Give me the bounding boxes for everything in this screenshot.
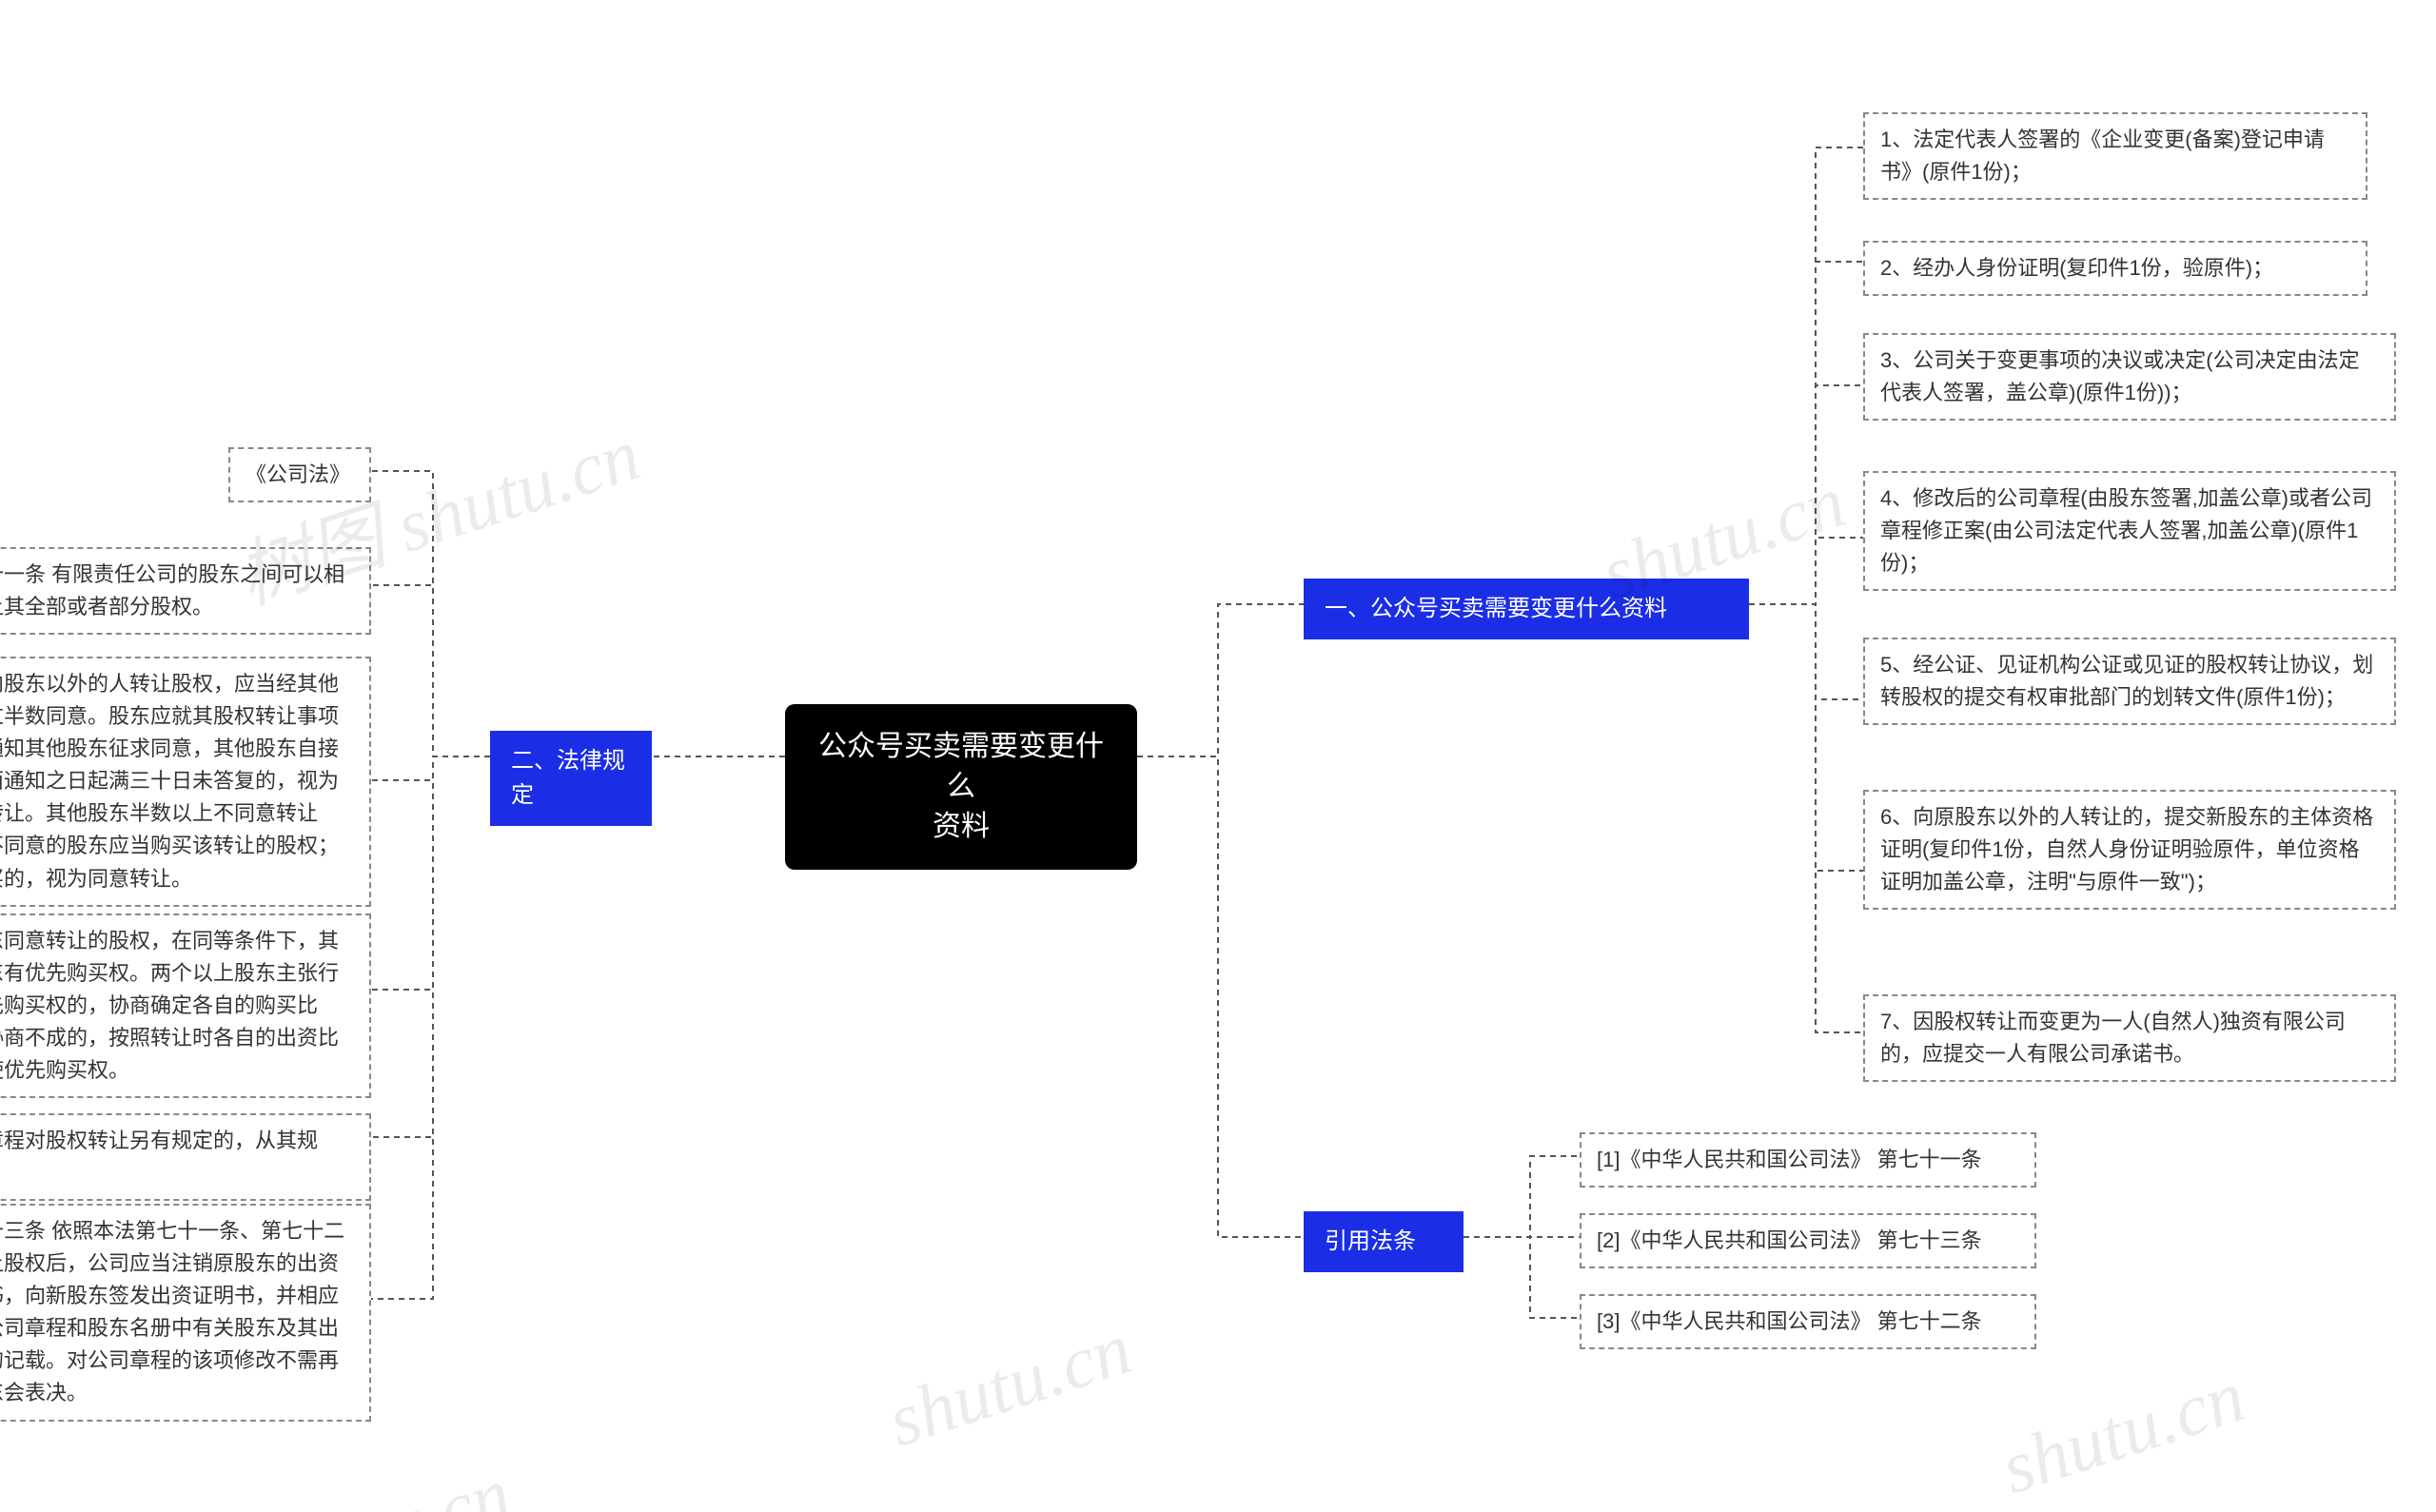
branch-a-label: 一、公众号买卖需要变更什么资料 bbox=[1325, 596, 1667, 621]
branch-c-label: 引用法条 bbox=[1325, 1228, 1416, 1254]
leaf-b6-text: 第七十三条 依照本法第七十一条、第七十二条转让股权后，公司应当注销原股东的出资证… bbox=[0, 1219, 344, 1404]
watermark: shutu.cn bbox=[878, 1306, 1142, 1464]
leaf-c3-text: [3]《中华人民共和国公司法》 第七十二条 bbox=[1597, 1309, 1982, 1333]
leaf-a4[interactable]: 4、修改后的公司章程(由股东签署,加盖公章)或者公司章程修正案(由公司法定代表人… bbox=[1863, 471, 2396, 591]
leaf-b4[interactable]: 经股东同意转让的股权，在同等条件下，其他股东有优先购买权。两个以上股东主张行使优… bbox=[0, 913, 371, 1098]
leaf-b3[interactable]: 股东向股东以外的人转让股权，应当经其他股东过半数同意。股东应就其股权转让事项书面… bbox=[0, 657, 371, 907]
leaf-b2-text: 第七十一条 有限责任公司的股东之间可以相互转让其全部或者部分股权。 bbox=[0, 562, 344, 619]
leaf-a7[interactable]: 7、因股权转让而变更为一人(自然人)独资有限公司的，应提交一人有限公司承诺书。 bbox=[1863, 994, 2396, 1082]
leaf-c1[interactable]: [1]《中华人民共和国公司法》 第七十一条 bbox=[1580, 1132, 2036, 1188]
leaf-b2[interactable]: 第七十一条 有限责任公司的股东之间可以相互转让其全部或者部分股权。 bbox=[0, 547, 371, 635]
watermark: shutu.cn bbox=[1992, 1353, 2255, 1512]
branch-c[interactable]: 引用法条 bbox=[1304, 1211, 1464, 1272]
root-line1: 公众号买卖需要变更什么 bbox=[818, 731, 1104, 802]
branch-b[interactable]: 二、法律规定 bbox=[490, 731, 652, 826]
leaf-a5-text: 5、经公证、见证机构公证或见证的股权转让协议，划转股权的提交有权审批部门的划转文… bbox=[1880, 653, 2373, 709]
leaf-b5-text: 公司章程对股权转让另有规定的，从其规定。 bbox=[0, 1129, 318, 1185]
leaf-c2-text: [2]《中华人民共和国公司法》 第七十三条 bbox=[1597, 1228, 1982, 1252]
mindmap-canvas: 公众号买卖需要变更什么 资料 一、公众号买卖需要变更什么资料 引用法条 二、法律… bbox=[0, 0, 2436, 1512]
root-node[interactable]: 公众号买卖需要变更什么 资料 bbox=[785, 704, 1137, 870]
leaf-a2-text: 2、经办人身份证明(复印件1份，验原件)； bbox=[1880, 256, 2273, 280]
leaf-b1-text: 《公司法》 bbox=[246, 462, 350, 486]
leaf-b4-text: 经股东同意转让的股权，在同等条件下，其他股东有优先购买权。两个以上股东主张行使优… bbox=[0, 929, 339, 1082]
leaf-b1[interactable]: 《公司法》 bbox=[228, 447, 371, 502]
leaf-a7-text: 7、因股权转让而变更为一人(自然人)独资有限公司的，应提交一人有限公司承诺书。 bbox=[1880, 1010, 2346, 1066]
leaf-b5[interactable]: 公司章程对股权转让另有规定的，从其规定。 bbox=[0, 1113, 371, 1201]
leaf-a6[interactable]: 6、向原股东以外的人转让的，提交新股东的主体资格证明(复印件1份，自然人身份证明… bbox=[1863, 790, 2396, 910]
leaf-a1-text: 1、法定代表人签署的《企业变更(备案)登记申请书》(原件1份)； bbox=[1880, 128, 2325, 184]
leaf-a2[interactable]: 2、经办人身份证明(复印件1份，验原件)； bbox=[1863, 241, 2367, 296]
leaf-b3-text: 股东向股东以外的人转让股权，应当经其他股东过半数同意。股东应就其股权转让事项书面… bbox=[0, 672, 339, 891]
leaf-c3[interactable]: [3]《中华人民共和国公司法》 第七十二条 bbox=[1580, 1294, 2036, 1349]
leaf-a5[interactable]: 5、经公证、见证机构公证或见证的股权转让协议，划转股权的提交有权审批部门的划转文… bbox=[1863, 638, 2396, 725]
leaf-a4-text: 4、修改后的公司章程(由股东签署,加盖公章)或者公司章程修正案(由公司法定代表人… bbox=[1880, 486, 2372, 575]
branch-b-label: 二、法律规定 bbox=[511, 748, 625, 808]
leaf-c1-text: [1]《中华人民共和国公司法》 第七十一条 bbox=[1597, 1148, 1982, 1171]
leaf-a6-text: 6、向原股东以外的人转让的，提交新股东的主体资格证明(复印件1份，自然人身份证明… bbox=[1880, 805, 2373, 893]
root-line2: 资料 bbox=[933, 811, 990, 842]
leaf-b6[interactable]: 第七十三条 依照本法第七十一条、第七十二条转让股权后，公司应当注销原股东的出资证… bbox=[0, 1204, 371, 1422]
leaf-a3-text: 3、公司关于变更事项的决议或决定(公司决定由法定代表人签署，盖公章)(原件1份)… bbox=[1880, 348, 2360, 404]
leaf-c2[interactable]: [2]《中华人民共和国公司法》 第七十三条 bbox=[1580, 1213, 2036, 1268]
leaf-a3[interactable]: 3、公司关于变更事项的决议或决定(公司决定由法定代表人签署，盖公章)(原件1份)… bbox=[1863, 333, 2396, 421]
leaf-a1[interactable]: 1、法定代表人签署的《企业变更(备案)登记申请书》(原件1份)； bbox=[1863, 112, 2367, 200]
watermark: 图 shutu.cn bbox=[163, 1434, 521, 1512]
branch-a[interactable]: 一、公众号买卖需要变更什么资料 bbox=[1304, 579, 1749, 639]
